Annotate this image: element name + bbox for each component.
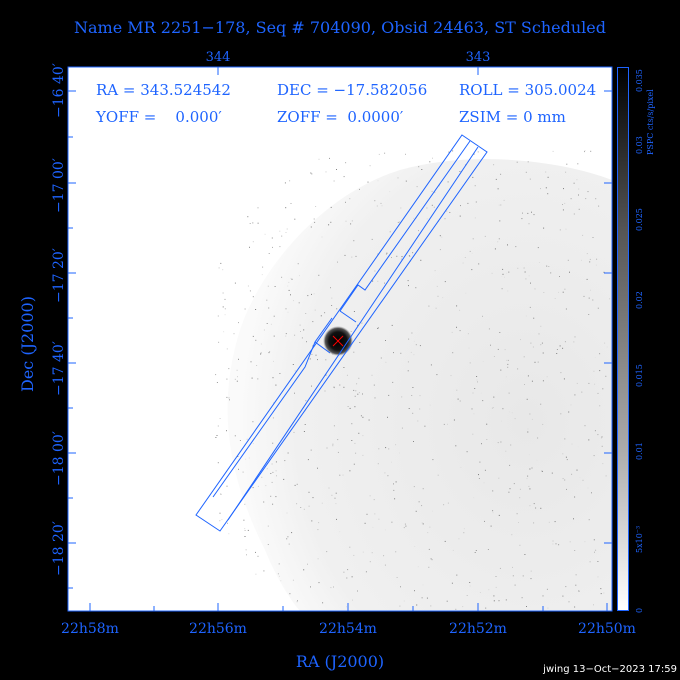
footer-stamp: jwing 13−Oct−2023 17:59 [543, 664, 677, 675]
x-tick-label: 22h52m [449, 621, 507, 637]
y-tick-label: −17 20′ [51, 248, 67, 303]
colorbar-tick-label: 0.035 [635, 69, 644, 92]
info-dec: DEC = −17.582056 [277, 81, 428, 99]
x-tick-label: 22h54m [319, 621, 377, 637]
y-axis-label: Dec (J2000) [18, 296, 37, 392]
colorbar-tick-label: 0.025 [635, 208, 644, 231]
colorbar-tick-label: 0.01 [635, 442, 644, 460]
x-tick-label: 22h58m [61, 621, 119, 637]
top-tick-label-343: 343 [465, 50, 491, 65]
plot-border [67, 66, 613, 612]
y-tick-label: −18 00′ [51, 431, 67, 486]
background-noise [215, 150, 611, 610]
colorbar-label: PSPC cts/s/pixel [646, 89, 655, 155]
y-tick-label: −16 40′ [51, 63, 67, 118]
source-marker [332, 335, 344, 347]
chart-title: Name MR 2251−178, Seq # 704090, Obsid 24… [74, 18, 606, 37]
info-yoff: YOFF = 0.000′ [96, 108, 222, 126]
info-zoff: ZOFF = 0.0000′ [277, 108, 404, 126]
info-roll: ROLL = 305.0024 [459, 81, 597, 99]
colorbar [617, 67, 629, 611]
axis-ticks [68, 67, 612, 611]
y-tick-label: −18 20′ [51, 521, 67, 576]
x-tick-label: 22h56m [189, 621, 247, 637]
colorbar-tick-label: 0.02 [635, 291, 644, 309]
exposure-field [227, 159, 612, 611]
x-axis-label: RA (J2000) [295, 652, 385, 671]
colorbar-tick-label: 5x10⁻³ [635, 525, 644, 553]
x-tick-label: 22h50m [578, 621, 636, 637]
info-zsim: ZSIM = 0 mm [459, 108, 566, 126]
detector-outline [195, 134, 488, 532]
top-tick-label-344: 344 [205, 50, 231, 65]
colorbar-tick-label: 0.03 [635, 136, 644, 154]
info-ra: RA = 343.524542 [96, 81, 231, 99]
colorbar-tick-label: 0.015 [635, 364, 644, 387]
colorbar-tick-label: 0 [635, 607, 644, 613]
y-tick-label: −17 40′ [51, 341, 67, 396]
y-tick-label: −17 00′ [51, 158, 67, 213]
